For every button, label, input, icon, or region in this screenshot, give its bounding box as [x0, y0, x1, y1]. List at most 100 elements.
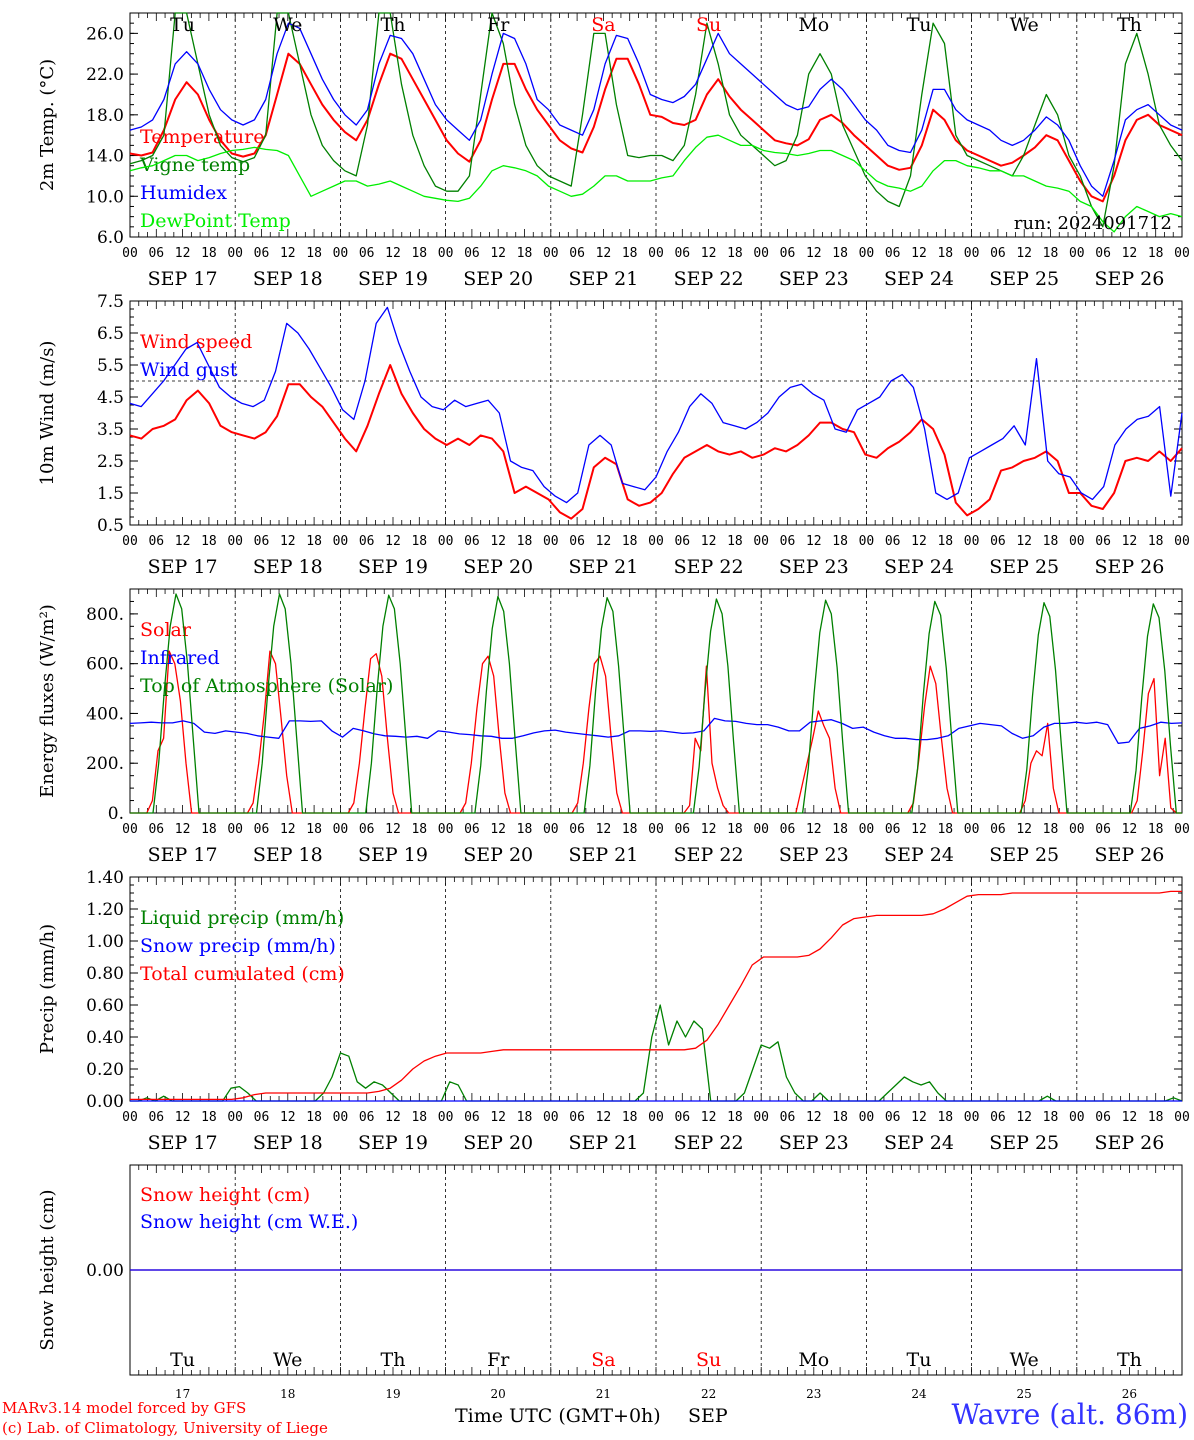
hour-tick-label: 18 [1148, 534, 1164, 549]
y-tick-label: 1.5 [97, 484, 124, 504]
series-line [129, 717, 1183, 744]
hour-tick-label: 18 [1043, 246, 1059, 261]
y-tick-label: 4.5 [97, 388, 124, 408]
hour-tick-label: 00 [543, 822, 559, 837]
hour-tick-label: 06 [885, 822, 901, 837]
hour-tick-label: 12 [175, 822, 191, 837]
hour-tick-label: 12 [175, 534, 191, 549]
hour-tick-label: 00 [438, 822, 454, 837]
day-label: SEP 26 [1094, 1132, 1164, 1154]
legend-entry: Top of Atmosphere (Solar) [140, 675, 393, 697]
y-tick-label: 5.5 [97, 356, 124, 376]
hour-tick-label: 12 [596, 1110, 612, 1125]
hour-tick-label: 00 [1069, 822, 1085, 837]
hour-tick-label: 06 [1095, 246, 1111, 261]
hour-tick-label: 12 [385, 534, 401, 549]
y-tick-label: 400. [86, 704, 124, 724]
weekday-label: Fr [487, 14, 510, 36]
hour-tick-label: 18 [201, 822, 217, 837]
hour-tick-label: 06 [780, 822, 796, 837]
hour-tick-label: 18 [517, 822, 533, 837]
y-tick-label: 0.00 [86, 1261, 124, 1281]
day-label: SEP 26 [1094, 556, 1164, 578]
hour-tick-label: 18 [622, 822, 638, 837]
hour-tick-label: 18 [201, 534, 217, 549]
hour-tick-label: 12 [911, 246, 927, 261]
hour-tick-label: 18 [622, 534, 638, 549]
legend-entry: Solar [140, 619, 192, 641]
hour-tick-label: 00 [438, 1110, 454, 1125]
hour-tick-label: 18 [306, 822, 322, 837]
hour-tick-label: 00 [964, 822, 980, 837]
day-label: SEP 20 [463, 268, 533, 290]
y-tick-label: 26.0 [86, 24, 124, 44]
hour-tick-label: 18 [201, 1110, 217, 1125]
run-annotation: run: 2024091712 [1014, 213, 1172, 234]
hour-tick-label: 00 [227, 822, 243, 837]
hour-tick-label: 00 [648, 1110, 664, 1125]
y-tick-label: 6.5 [97, 324, 124, 344]
hour-tick-label: 12 [280, 246, 296, 261]
weekday-label: We [273, 1349, 302, 1371]
hour-tick-label: 00 [122, 534, 138, 549]
hour-tick-label: 06 [674, 822, 690, 837]
legend-entry: Infrared [140, 647, 220, 669]
day-label: SEP 25 [989, 268, 1059, 290]
series-line [129, 364, 1183, 520]
y-tick-label: 800. [86, 605, 124, 625]
hour-tick-label: 00 [859, 822, 875, 837]
y-tick-label: 6.0 [97, 228, 124, 248]
y-axis-label: Energy fluxes (W/m²) [37, 604, 58, 798]
hour-tick-label: 00 [753, 1110, 769, 1125]
day-label: SEP 23 [779, 268, 849, 290]
weekday-label: Tu [170, 1349, 195, 1371]
hour-tick-label: 00 [438, 534, 454, 549]
hour-tick-label: 18 [1148, 1110, 1164, 1125]
y-tick-label: 22.0 [86, 65, 124, 85]
hour-tick-label: 00 [648, 822, 664, 837]
hour-tick-label: 12 [175, 1110, 191, 1125]
hour-tick-label: 18 [411, 246, 427, 261]
plot-frame [129, 300, 1183, 526]
hour-tick-label: 00 [859, 246, 875, 261]
hour-tick-label: 06 [990, 246, 1006, 261]
hour-tick-label: 00 [1174, 246, 1190, 261]
hour-tick-label: 12 [280, 1110, 296, 1125]
hour-tick-label: 12 [806, 1110, 822, 1125]
hour-tick-label: 06 [148, 822, 164, 837]
hour-tick-label: 12 [385, 822, 401, 837]
y-tick-label: 1.00 [86, 932, 124, 952]
series-line [129, 134, 1183, 233]
hour-tick-label: 18 [622, 1110, 638, 1125]
day-label: SEP 26 [1094, 844, 1164, 866]
day-label: SEP 18 [253, 844, 323, 866]
hour-tick-label: 06 [464, 246, 480, 261]
weekday-label: Mo [798, 14, 829, 36]
weekday-label: Tu [907, 14, 932, 36]
hour-tick-label: 06 [990, 822, 1006, 837]
hour-tick-label: 18 [727, 822, 743, 837]
y-tick-label: 0.5 [97, 516, 124, 536]
weekday-label: We [1010, 1349, 1039, 1371]
day-label: SEP 21 [568, 1132, 638, 1154]
hour-tick-label: 18 [832, 1110, 848, 1125]
hour-tick-label: 00 [227, 1110, 243, 1125]
hour-tick-label: 06 [148, 534, 164, 549]
hour-tick-label: 06 [148, 1110, 164, 1125]
hour-tick-label: 18 [411, 822, 427, 837]
hour-tick-label: 06 [569, 822, 585, 837]
hour-tick-label: 12 [911, 534, 927, 549]
hour-tick-label: 00 [1069, 534, 1085, 549]
day-number-label: 21 [596, 1387, 611, 1401]
hour-tick-label: 18 [1043, 822, 1059, 837]
day-label: SEP 17 [148, 556, 218, 578]
hour-tick-label: 18 [727, 1110, 743, 1125]
day-label: SEP 22 [674, 556, 744, 578]
hour-tick-label: 00 [122, 246, 138, 261]
hour-tick-label: 00 [753, 534, 769, 549]
series-line [129, 22, 1183, 197]
hour-tick-label: 12 [490, 246, 506, 261]
plot-frame [129, 12, 1183, 238]
hour-tick-label: 12 [596, 246, 612, 261]
